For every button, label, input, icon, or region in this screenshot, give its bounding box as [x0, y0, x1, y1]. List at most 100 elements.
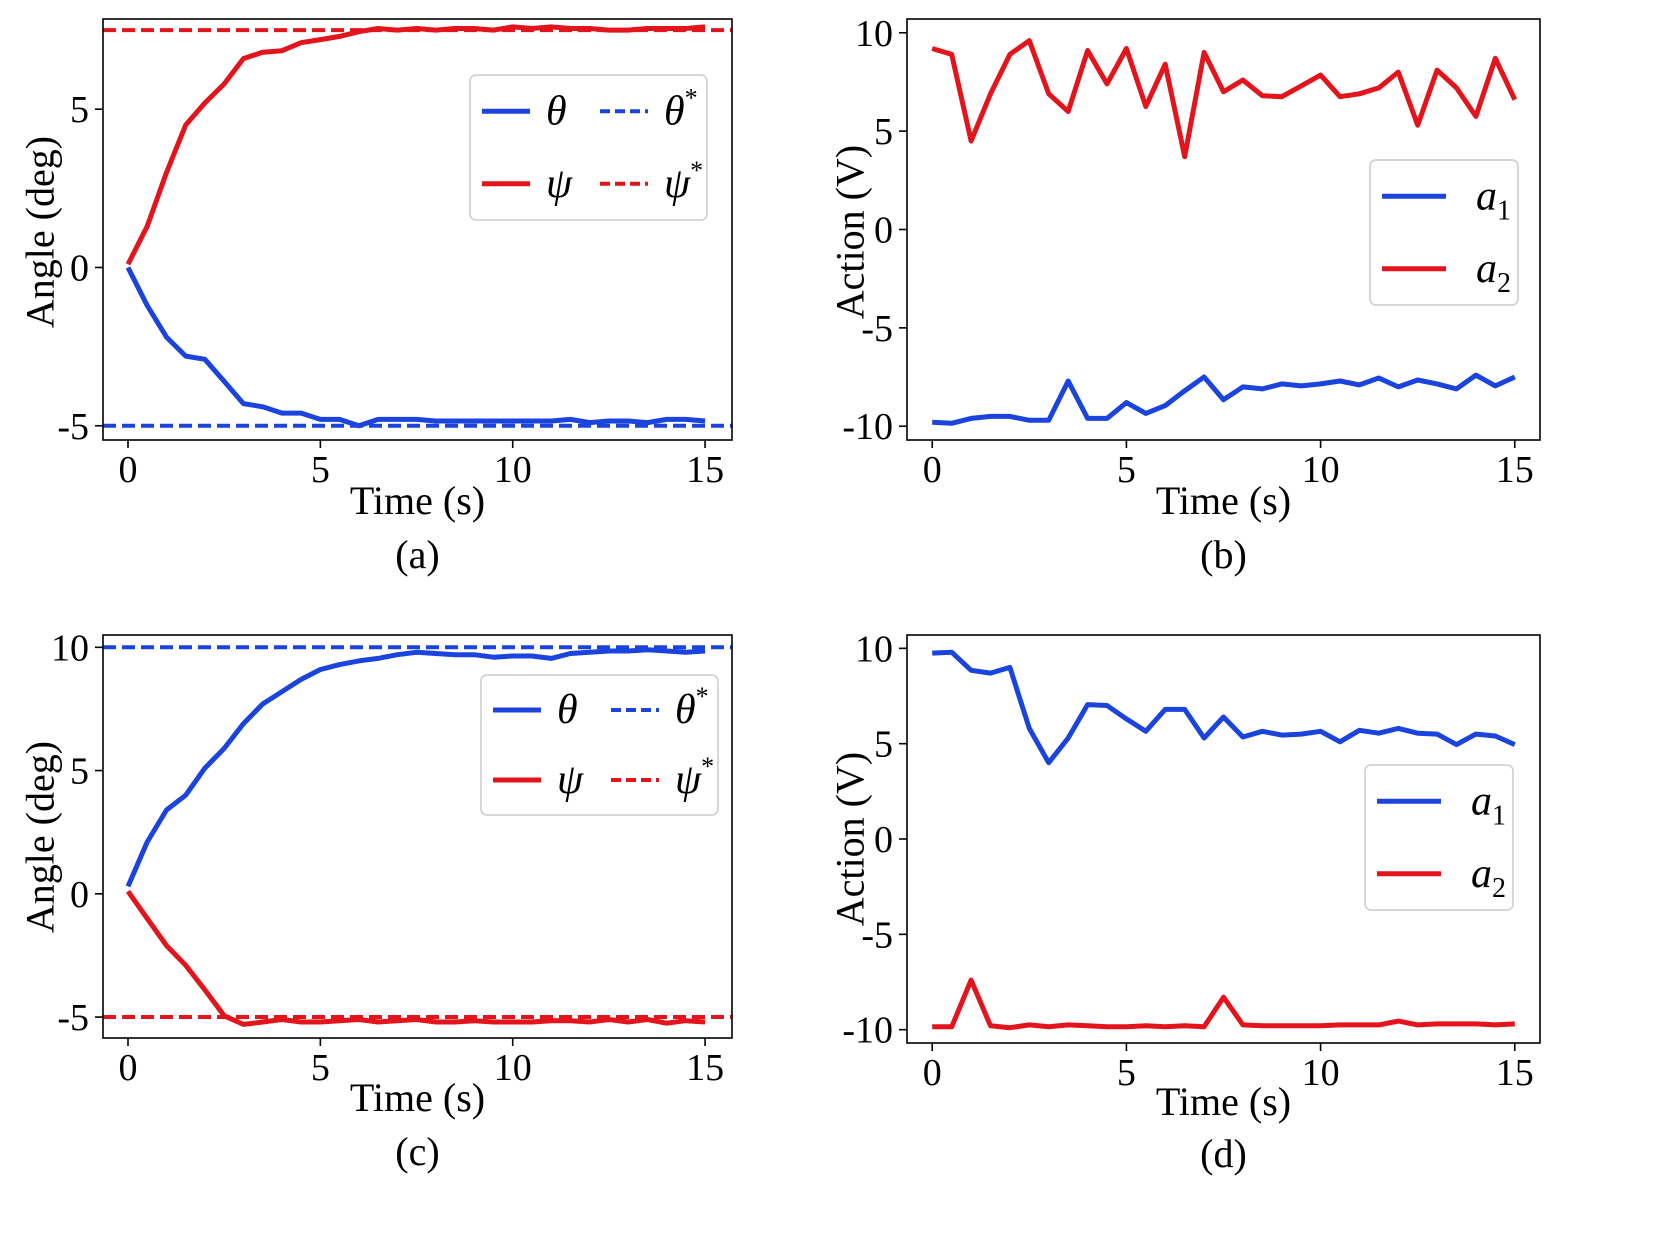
series-line-a2	[932, 977, 1515, 1031]
y-tick-label: 0	[70, 247, 89, 289]
legend-subscript: 2	[1497, 268, 1511, 299]
y-axis-label: Angle (deg)	[18, 741, 63, 933]
legend-subscript: 1	[1497, 195, 1511, 226]
x-tick-label: 0	[923, 449, 942, 491]
y-tick-label: 10	[855, 13, 893, 55]
y-tick-label: 0	[874, 819, 893, 861]
legend-symbol: a	[1471, 778, 1492, 824]
panel-caption: (d)	[1200, 1131, 1247, 1176]
x-tick-label: 10	[1302, 1052, 1340, 1094]
x-axis-label: Time (s)	[1156, 478, 1291, 523]
legend-symbol: ψ	[664, 161, 691, 207]
legend-symbol: a	[1476, 173, 1497, 219]
legend-label: a2	[1471, 851, 1506, 904]
axes-frame	[102, 18, 733, 441]
y-tick-label: -5	[861, 308, 893, 350]
series-line-psi	[125, 24, 706, 266]
legend-label: θ*	[675, 682, 709, 733]
legend-superscript: *	[685, 83, 698, 112]
legend-label: θ	[546, 88, 567, 134]
panel-caption: (c)	[395, 1129, 439, 1174]
legend-superscript: *	[696, 682, 709, 711]
x-tick-label: 15	[686, 449, 724, 491]
series-group	[103, 645, 732, 1027]
x-tick-label: 5	[311, 449, 330, 491]
legend-symbol: a	[1476, 246, 1497, 292]
y-axis-label: Angle (deg)	[18, 136, 63, 328]
y-tick-label: 10	[51, 627, 89, 669]
legend-label: θ	[557, 687, 578, 733]
legend-label: ψ*	[664, 156, 703, 207]
legend: θ θ*ψ ψ*	[469, 74, 708, 221]
y-axis-label: Action (V)	[830, 145, 873, 319]
series-line-theta	[125, 647, 706, 888]
legend: θ θ*ψ ψ*	[480, 674, 719, 816]
legend-superscript: *	[690, 156, 703, 185]
panel-a: 0 5 10 15 -5 0 5 Time (s) Angle (deg) (a) θ θ* ψ ψ*	[0, 0, 830, 625]
panel-caption: (a)	[395, 532, 439, 577]
x-axis-label: Time (s)	[350, 1075, 485, 1120]
y-tick-label: -5	[861, 914, 893, 956]
y-tick-label: -10	[842, 1010, 893, 1052]
x-tick-label: 15	[686, 1047, 724, 1089]
legend-symbol: ψ	[675, 757, 702, 803]
panel-b: 0 5 10 15 -10 -5 0 5 10 Time (s) Action (V) (b) a1 a2	[830, 0, 1660, 625]
y-tick-label: -5	[57, 406, 89, 448]
panel-c: 0 5 10 15 -5 0 5 10 Time (s) Angle (deg) (c) θ θ* ψ ψ*	[0, 625, 830, 1250]
x-tick-label: 0	[119, 449, 138, 491]
legend-symbol: θ	[675, 687, 696, 733]
series-line-psi	[125, 889, 706, 1027]
x-tick-label: 5	[311, 1047, 330, 1089]
legend-symbol: ψ	[557, 757, 584, 803]
y-tick-label: -5	[57, 997, 89, 1039]
legend-label: ψ	[546, 161, 573, 207]
panel-d: 0 5 10 15 -10 -5 0 5 10 Time (s) Action (V) (d) a1 a2	[830, 625, 1660, 1250]
y-tick-label: 0	[874, 210, 893, 252]
x-tick-label: 10	[494, 449, 532, 491]
y-tick-label: 5	[70, 89, 89, 131]
y-tick-label: 5	[874, 111, 893, 153]
x-tick-label: 5	[1117, 449, 1136, 491]
x-tick-label: 10	[1302, 449, 1340, 491]
y-tick-label: 5	[874, 724, 893, 766]
legend-label: a2	[1476, 246, 1511, 299]
x-tick-label: 0	[119, 1047, 138, 1089]
x-tick-label: 5	[1117, 1052, 1136, 1094]
legend-superscript: *	[701, 752, 714, 781]
x-tick-label: 10	[494, 1047, 532, 1089]
x-tick-label: 15	[1496, 449, 1534, 491]
x-axis-label: Time (s)	[350, 478, 485, 523]
series-line-a1	[932, 372, 1516, 426]
series-line-a1	[932, 649, 1516, 766]
series-line-theta	[125, 266, 706, 429]
series-line-a2	[931, 38, 1518, 160]
legend-subscript: 2	[1492, 873, 1506, 904]
legend-label: a1	[1476, 173, 1511, 226]
legend-symbol: a	[1471, 851, 1492, 897]
legend-label: θ*	[664, 83, 698, 134]
legend-symbol: θ	[664, 88, 685, 134]
x-tick-label: 0	[923, 1052, 942, 1094]
x-tick-label: 15	[1496, 1052, 1534, 1094]
legend-symbol: ψ	[546, 161, 573, 207]
legend-label: a1	[1471, 778, 1506, 831]
y-tick-label: -10	[842, 406, 893, 448]
legend-label: ψ	[557, 757, 584, 803]
axes-frame	[102, 634, 733, 1039]
panel-caption: (b)	[1200, 532, 1247, 577]
legend-subscript: 1	[1492, 800, 1506, 831]
y-tick-label: 10	[855, 628, 893, 670]
legend-symbol: θ	[557, 687, 578, 733]
legend-symbol: θ	[546, 88, 567, 134]
legend-label: ψ*	[675, 752, 714, 803]
y-tick-label: 0	[70, 874, 89, 916]
y-tick-label: 5	[70, 751, 89, 793]
y-axis-label: Action (V)	[830, 752, 873, 926]
series-group	[103, 24, 732, 429]
series-group	[931, 38, 1518, 426]
